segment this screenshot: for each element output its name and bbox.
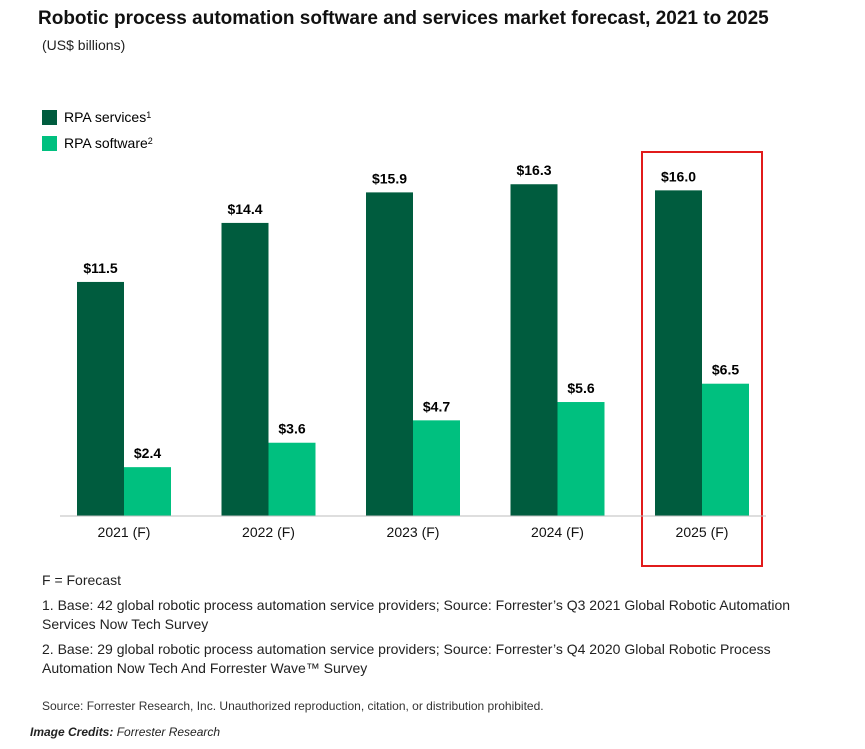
bar-services-2 bbox=[366, 192, 413, 516]
source-line: Source: Forrester Research, Inc. Unautho… bbox=[42, 699, 544, 713]
legend-label-services: RPA services bbox=[64, 109, 147, 125]
data-label-services-3: $16.3 bbox=[516, 162, 551, 178]
legend: RPA services 1 RPA software 2 bbox=[42, 104, 153, 156]
data-label-software-0: $2.4 bbox=[134, 445, 161, 461]
chart-subtitle: (US$ billions) bbox=[42, 37, 126, 53]
x-tick-label-4: 2025 (F) bbox=[676, 524, 729, 540]
data-label-software-2: $4.7 bbox=[423, 398, 450, 414]
legend-swatch-services bbox=[42, 109, 57, 125]
bar-services-0 bbox=[77, 281, 124, 516]
data-label-services-4: $16.0 bbox=[661, 168, 696, 184]
bar-software-4 bbox=[702, 383, 749, 516]
credits-label: Image Credits: bbox=[30, 725, 114, 739]
x-tick-label-0: 2021 (F) bbox=[98, 524, 151, 540]
data-label-software-3: $5.6 bbox=[567, 380, 594, 396]
legend-footnote-services: 1 bbox=[146, 110, 152, 120]
credits-value: Forrester Research bbox=[116, 725, 221, 739]
footnote-1: 1. Base: 42 global robotic process autom… bbox=[42, 597, 791, 632]
x-tick-label-2: 2023 (F) bbox=[387, 524, 440, 540]
data-label-software-4: $6.5 bbox=[712, 362, 739, 378]
image-credits: Image Credits: Forrester Research bbox=[30, 725, 220, 739]
bar-services-4 bbox=[655, 190, 702, 516]
legend-footnote-software: 2 bbox=[147, 136, 153, 146]
data-label-services-0: $11.5 bbox=[83, 260, 117, 276]
bar-software-0 bbox=[124, 467, 171, 516]
x-tick-label-1: 2022 (F) bbox=[242, 524, 295, 540]
chart-title: Robotic process automation software and … bbox=[38, 8, 769, 29]
footnotes: F = Forecast 1. Base: 42 global robotic … bbox=[42, 571, 842, 684]
legend-swatch-software bbox=[42, 135, 57, 151]
bar-software-2 bbox=[413, 420, 460, 516]
forecast-note: F = Forecast bbox=[42, 572, 121, 588]
data-label-services-1: $14.4 bbox=[227, 201, 262, 217]
highlight-box bbox=[641, 151, 763, 567]
bar-chart: $11.5 $2.4 2021 (F) $14.4 $3.6 2022 (F) $15.9 $… bbox=[60, 151, 766, 567]
footnote-2: 2. Base: 29 global robotic process autom… bbox=[42, 641, 771, 676]
bar-services-3 bbox=[510, 184, 558, 516]
data-label-software-1: $3.6 bbox=[278, 421, 305, 437]
bar-services-1 bbox=[221, 222, 269, 516]
legend-item-software: RPA software 2 bbox=[42, 130, 153, 156]
bar-software-3 bbox=[557, 402, 605, 516]
legend-item-services: RPA services 1 bbox=[42, 104, 153, 130]
x-tick-label-3: 2024 (F) bbox=[531, 524, 584, 540]
legend-label-software: RPA software bbox=[64, 135, 148, 151]
data-label-services-2: $15.9 bbox=[372, 170, 407, 186]
bar-software-1 bbox=[268, 442, 316, 516]
